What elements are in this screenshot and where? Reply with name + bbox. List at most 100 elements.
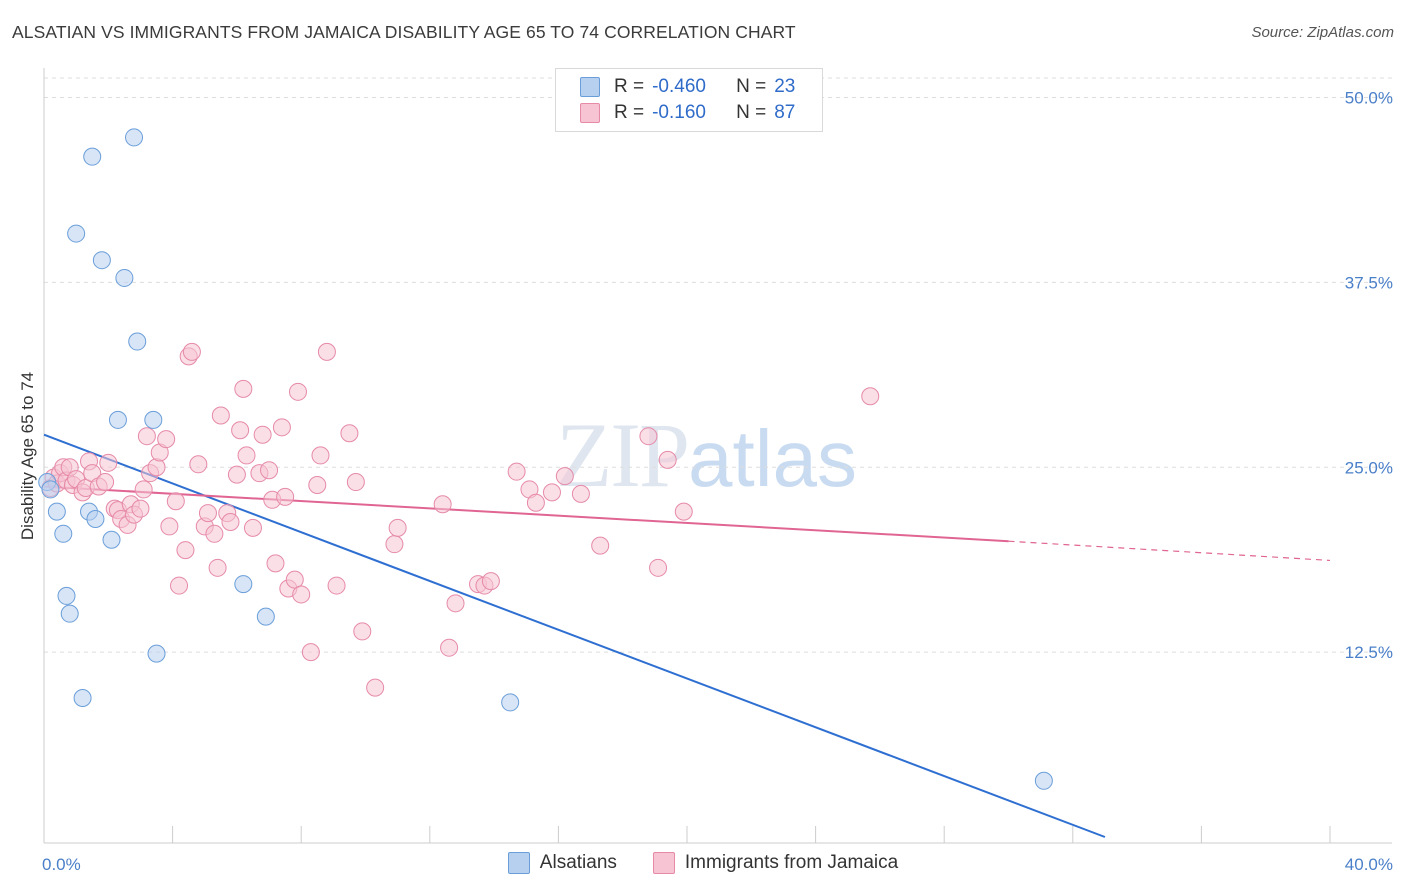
legend-swatch-pink	[652, 852, 675, 874]
point-jamaica	[272, 418, 291, 437]
point-jamaica	[234, 379, 253, 398]
point-jamaica	[260, 461, 279, 480]
point-jamaica	[861, 387, 880, 406]
y-tick-label: 37.5%	[1345, 273, 1393, 292]
point-jamaica	[526, 493, 545, 512]
legend-n-value: 23	[774, 76, 796, 97]
legend-swatch-blue	[507, 852, 530, 874]
y-tick-label: 12.5%	[1345, 643, 1393, 662]
point-jamaica	[481, 572, 500, 591]
point-alsatians	[73, 688, 92, 707]
point-jamaica	[166, 492, 185, 511]
trend-line-alsatians	[43, 433, 1106, 838]
series-legend: Alsatians Immigrants from Jamaica	[0, 852, 1406, 874]
point-jamaica	[327, 576, 346, 595]
grid-lines	[44, 77, 1392, 653]
point-alsatians	[1034, 771, 1053, 790]
point-jamaica	[353, 622, 372, 641]
point-jamaica	[99, 453, 118, 472]
chart-title: ALSATIAN VS IMMIGRANTS FROM JAMAICA DISA…	[12, 22, 796, 42]
point-jamaica	[292, 585, 311, 604]
axes	[43, 68, 1392, 844]
point-jamaica	[182, 342, 201, 361]
legend-item-alsatians: Alsatians	[507, 852, 617, 874]
point-jamaica	[385, 535, 404, 554]
source-credit: Source: ZipAtlas.com	[1251, 24, 1394, 41]
point-alsatians	[67, 224, 86, 243]
point-jamaica	[266, 554, 285, 573]
point-jamaica	[308, 475, 327, 494]
x-tick-label: 40.0%	[1345, 855, 1393, 874]
point-jamaica	[340, 424, 359, 443]
stats-legend: R = -0.460 N = 23 R = -0.160 N = 87	[555, 68, 823, 132]
point-alsatians	[234, 575, 253, 594]
point-jamaica	[211, 406, 230, 425]
point-jamaica	[227, 465, 246, 484]
point-alsatians	[115, 268, 134, 287]
x-tick-label: 0.0%	[42, 855, 81, 874]
point-jamaica	[160, 517, 179, 536]
point-jamaica	[189, 455, 208, 474]
y-tick-label: 50.0%	[1345, 89, 1393, 108]
point-jamaica	[433, 495, 452, 514]
legend-label-alsatians: Alsatians	[539, 852, 617, 873]
y-axis-label: Disability Age 65 to 74	[18, 372, 37, 540]
point-alsatians	[501, 693, 520, 712]
point-jamaica	[96, 473, 115, 492]
point-jamaica	[131, 499, 150, 518]
point-jamaica	[243, 518, 262, 537]
legend-n-value: 87	[774, 102, 796, 123]
point-jamaica	[288, 382, 307, 401]
point-jamaica	[346, 473, 365, 492]
point-jamaica	[205, 524, 224, 543]
point-alsatians	[60, 604, 79, 623]
point-alsatians	[128, 332, 147, 351]
point-jamaica	[301, 643, 320, 662]
point-jamaica	[649, 558, 668, 577]
point-jamaica	[176, 541, 195, 560]
point-alsatians	[57, 586, 76, 605]
point-jamaica	[571, 484, 590, 503]
legend-r-label: R =	[614, 76, 645, 97]
point-jamaica	[134, 480, 153, 499]
point-jamaica	[507, 462, 526, 481]
legend-swatch-pink	[580, 103, 600, 123]
point-jamaica	[237, 446, 256, 465]
point-alsatians	[144, 410, 163, 429]
point-alsatians	[108, 410, 127, 429]
point-jamaica	[542, 483, 561, 502]
legend-r-value: -0.460	[652, 76, 706, 97]
legend-n-label: N =	[736, 102, 767, 123]
point-jamaica	[658, 450, 677, 469]
trend-line-extension	[1008, 540, 1331, 562]
point-alsatians	[54, 524, 73, 543]
legend-r-label: R =	[614, 102, 645, 123]
legend-item-jamaica: Immigrants from Jamaica	[652, 852, 898, 874]
point-jamaica	[674, 502, 693, 521]
point-jamaica	[591, 536, 610, 555]
point-jamaica	[231, 421, 250, 440]
point-jamaica	[366, 678, 385, 697]
data-points	[38, 128, 1053, 790]
point-alsatians	[86, 510, 105, 529]
point-alsatians	[147, 644, 166, 663]
legend-n-label: N =	[736, 76, 767, 97]
legend-swatch-blue	[580, 77, 600, 97]
point-jamaica	[311, 446, 330, 465]
point-alsatians	[92, 251, 111, 270]
legend-row-jamaica: R = -0.160 N = 87	[580, 100, 795, 126]
point-jamaica	[198, 504, 217, 523]
legend-row-alsatians: R = -0.460 N = 23	[580, 74, 795, 100]
y-tick-label: 25.0%	[1345, 458, 1393, 477]
trend-line-jamaica	[43, 485, 1009, 543]
point-jamaica	[157, 430, 176, 449]
legend-r-value: -0.160	[652, 102, 706, 123]
watermark-atlas: atlas	[688, 414, 857, 503]
point-alsatians	[41, 480, 60, 499]
point-jamaica	[555, 467, 574, 486]
point-jamaica	[253, 425, 272, 444]
point-alsatians	[125, 128, 144, 147]
point-jamaica	[221, 512, 240, 531]
point-alsatians	[83, 147, 102, 166]
